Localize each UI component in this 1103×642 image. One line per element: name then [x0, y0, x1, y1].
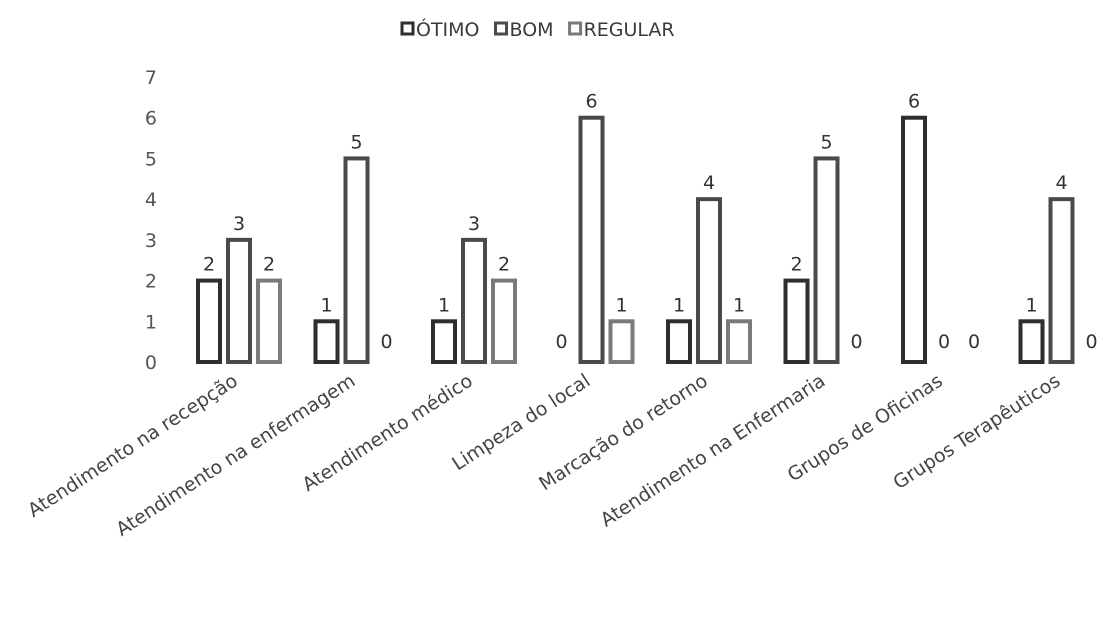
data-label-otimo-grupos-de-oficinas: 6	[908, 91, 920, 113]
data-label-regular-grupos-terapeuticos: 0	[1085, 331, 1097, 353]
data-label-otimo-limpeza-do-local: 0	[555, 331, 567, 353]
bar-bom-atendimento-na-recepcao	[226, 237, 252, 365]
legend-swatch-regular	[568, 21, 583, 36]
data-label-regular-atendimento-na-enfermaria: 0	[850, 331, 862, 353]
bar-bom-marcacao-do-retorno	[696, 197, 722, 364]
data-label-regular-atendimento-na-recepcao: 2	[263, 254, 275, 276]
legend-swatch-bom	[494, 21, 509, 36]
data-label-bom-atendimento-na-recepcao: 3	[233, 213, 245, 235]
bar-otimo-grupos-terapeuticos	[1018, 319, 1045, 364]
bar-otimo-atendimento-na-recepcao	[196, 278, 222, 365]
bar-bom-atendimento-na-enfermaria	[813, 156, 840, 364]
bar-bom-limpeza-do-local	[578, 115, 605, 365]
y-tick-label: 4	[145, 189, 157, 211]
data-label-bom-atendimento-medico: 3	[468, 213, 480, 235]
x-tick-label-atendimento-na-enfermaria: Atendimento na Enfermaria	[597, 370, 830, 532]
bars-group	[196, 115, 1075, 365]
bar-otimo-atendimento-medico	[431, 319, 457, 364]
y-tick-label: 6	[145, 108, 157, 130]
data-label-bom-marcacao-do-retorno: 4	[703, 172, 715, 194]
data-label-otimo-marcacao-do-retorno: 1	[673, 294, 685, 316]
chart-legend: ÓTIMO BOM REGULAR	[400, 17, 675, 41]
data-label-bom-grupos-terapeuticos: 4	[1055, 172, 1067, 194]
y-tick-label: 5	[145, 148, 157, 170]
bar-bom-grupos-terapeuticos	[1048, 197, 1075, 364]
data-label-otimo-atendimento-na-recepcao: 2	[203, 254, 215, 276]
y-tick-label: 1	[145, 311, 157, 333]
y-axis: 0 1 2 3 4 5 6 7	[145, 67, 157, 374]
data-label-otimo-atendimento-na-enfermaria: 2	[790, 254, 802, 276]
data-label-regular-atendimento-medico: 2	[498, 254, 510, 276]
data-label-otimo-atendimento-na-enfermagem: 1	[320, 294, 332, 316]
data-label-bom-atendimento-na-enfermagem: 5	[350, 131, 362, 153]
data-label-bom-atendimento-na-enfermaria: 5	[820, 131, 832, 153]
y-tick-label: 2	[145, 271, 157, 293]
data-label-regular-grupos-de-oficinas: 0	[968, 331, 980, 353]
data-label-regular-marcacao-do-retorno: 1	[733, 294, 745, 316]
bar-regular-atendimento-na-recepcao	[256, 278, 282, 365]
legend-swatch-otimo	[400, 21, 415, 36]
legend-label-bom: BOM	[510, 19, 554, 41]
legend-item-bom: BOM	[494, 19, 554, 41]
bar-bom-atendimento-medico	[461, 237, 487, 365]
bar-otimo-marcacao-do-retorno	[666, 319, 692, 364]
bar-bom-atendimento-na-enfermagem	[343, 156, 370, 364]
bar-regular-marcacao-do-retorno	[726, 319, 752, 364]
bar-otimo-atendimento-na-enfermaria	[783, 278, 810, 365]
data-label-regular-atendimento-na-enfermagem: 0	[380, 331, 392, 353]
bar-regular-limpeza-do-local	[608, 319, 635, 364]
data-label-bom-grupos-de-oficinas: 0	[938, 331, 950, 353]
legend-label-otimo: ÓTIMO	[416, 17, 480, 41]
bar-otimo-atendimento-na-enfermagem	[313, 319, 340, 364]
legend-item-otimo: ÓTIMO	[400, 17, 480, 41]
data-label-regular-limpeza-do-local: 1	[615, 294, 627, 316]
legend-label-regular: REGULAR	[584, 19, 675, 41]
y-tick-label: 3	[145, 230, 157, 252]
bar-otimo-grupos-de-oficinas	[901, 115, 927, 365]
y-tick-label: 0	[145, 352, 157, 374]
legend-item-regular: REGULAR	[568, 19, 675, 41]
y-tick-label: 7	[145, 67, 157, 89]
x-tick-label-atendimento-na-recepcao: Atendimento na recepção	[24, 370, 242, 522]
bar-regular-atendimento-medico	[491, 278, 517, 365]
data-label-otimo-grupos-terapeuticos: 1	[1025, 294, 1037, 316]
data-label-otimo-atendimento-medico: 1	[438, 294, 450, 316]
x-tick-label-atendimento-na-enfermagem: Atendimento na enfermagem	[112, 370, 359, 541]
data-label-bom-limpeza-do-local: 6	[585, 91, 597, 113]
